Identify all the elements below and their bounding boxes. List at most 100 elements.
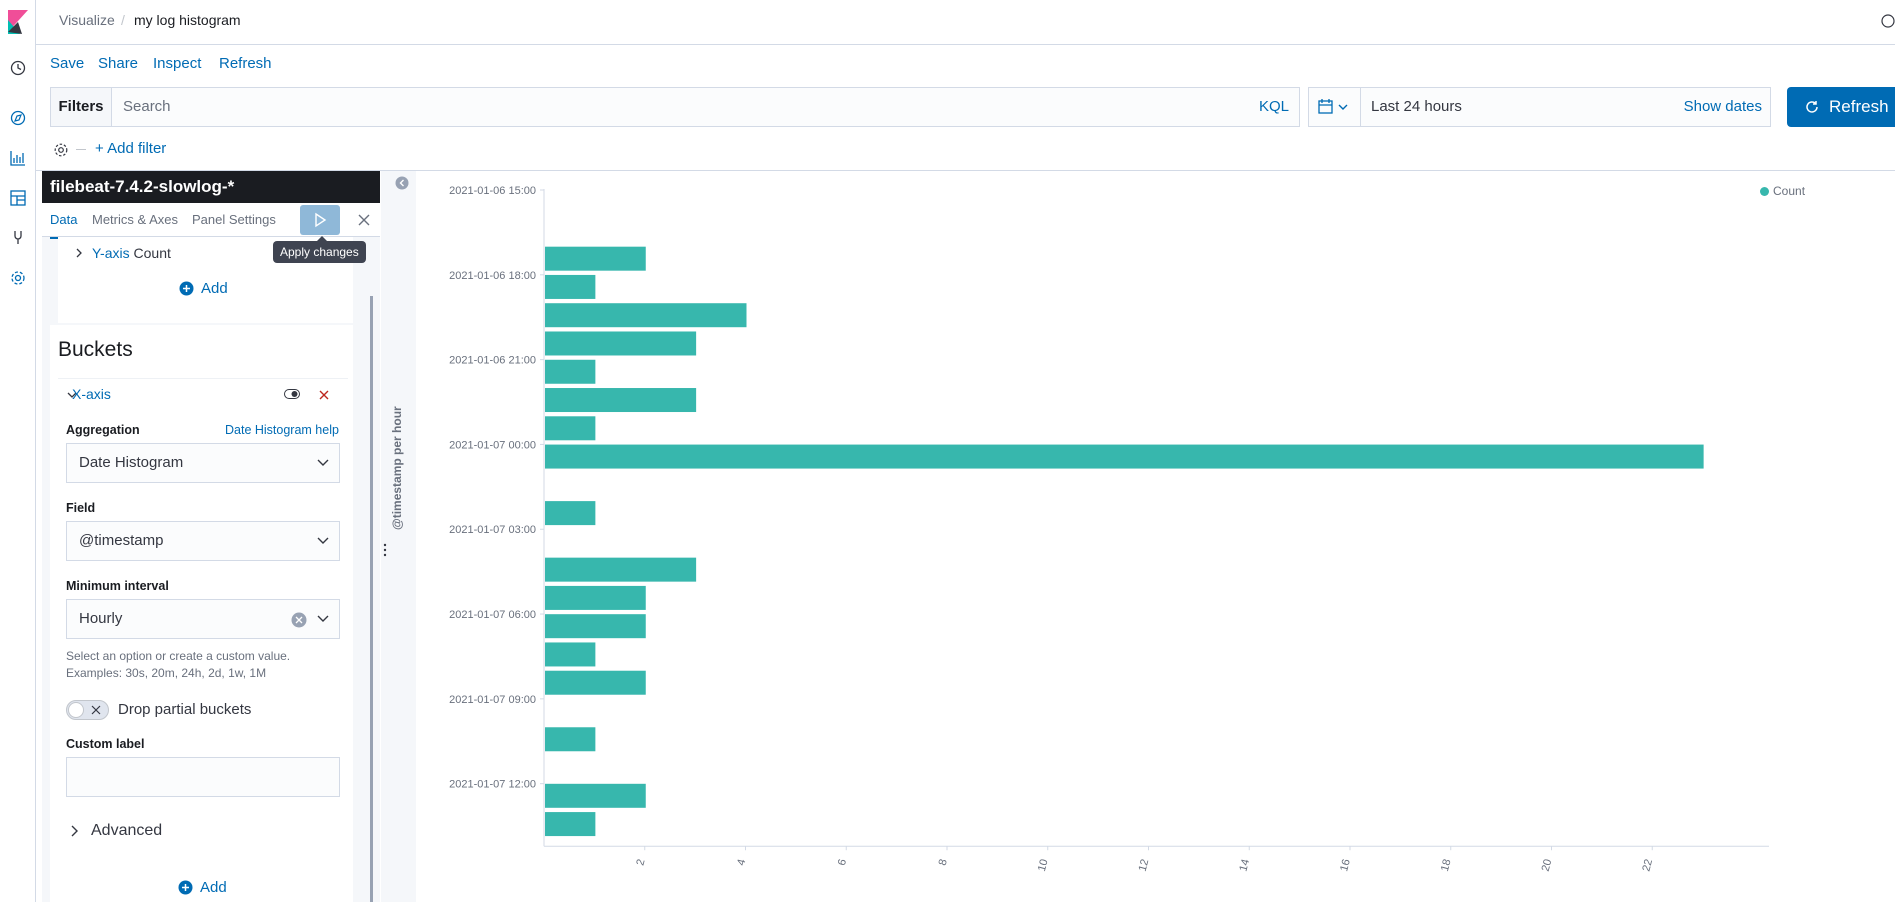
chevron-down-icon: [317, 459, 329, 466]
add-filter-link[interactable]: + Add filter: [95, 140, 167, 157]
show-dates-link[interactable]: Show dates: [1683, 98, 1762, 115]
refresh-icon: [1806, 101, 1818, 113]
breadcrumb-current: my log histogram: [134, 12, 241, 28]
refresh-button-label: Refresh: [1829, 97, 1889, 116]
x-axis-label[interactable]: X-axis: [72, 386, 111, 402]
discard-button[interactable]: [351, 207, 377, 233]
bar[interactable]: [545, 614, 646, 639]
apply-changes-button[interactable]: [300, 205, 340, 235]
aggregation-value: Date Histogram: [79, 454, 184, 471]
bar[interactable]: [545, 359, 596, 384]
aggregation-select[interactable]: Date Histogram: [66, 443, 340, 483]
query-bar: Filters Search KQL: [50, 87, 1300, 127]
discover-compass-icon[interactable]: [9, 109, 27, 127]
filter-settings-gear-icon[interactable]: [53, 142, 69, 158]
bar[interactable]: [545, 274, 596, 299]
visualize-icon[interactable]: [9, 149, 27, 167]
y-axis-agg: Count: [133, 245, 171, 261]
buckets-title: Buckets: [58, 338, 133, 361]
side-nav: [0, 0, 36, 902]
bar[interactable]: [545, 331, 697, 356]
x-tick-label: 12: [1137, 858, 1152, 873]
tab-data[interactable]: Data: [50, 203, 78, 239]
chevron-down-icon[interactable]: [67, 390, 77, 400]
calendar-icon: [1318, 99, 1348, 114]
date-histogram-help-link[interactable]: Date Histogram help: [225, 423, 339, 437]
field-select[interactable]: @timestamp: [66, 521, 340, 561]
bar[interactable]: [545, 501, 596, 526]
bar[interactable]: [545, 670, 646, 695]
x-tick-label: 16: [1338, 858, 1353, 873]
toggle-enabled-icon[interactable]: [284, 388, 300, 400]
drop-partial-switch[interactable]: [66, 700, 109, 720]
plus-circle-icon: [178, 880, 193, 895]
y-axis-toggle[interactable]: Y-axis Count: [74, 245, 171, 261]
bar[interactable]: [545, 246, 646, 271]
close-icon: [358, 214, 370, 226]
bar[interactable]: [545, 388, 697, 413]
add-bucket-button[interactable]: Add: [178, 879, 227, 896]
chevron-right-icon[interactable]: [70, 825, 80, 837]
aggregation-label: Aggregation: [66, 423, 140, 437]
remove-x-icon[interactable]: [318, 389, 330, 401]
bar[interactable]: [545, 585, 646, 610]
dashboard-icon[interactable]: [9, 189, 27, 207]
bar[interactable]: [545, 727, 596, 752]
y-tick-label: 2021-01-07 00:00: [449, 439, 536, 451]
bar[interactable]: [545, 557, 697, 582]
x-tick-label: 2: [634, 858, 647, 867]
breadcrumb-visualize[interactable]: Visualize: [59, 12, 115, 28]
x-tick-label: 4: [735, 858, 748, 867]
sidebar-scrollbar[interactable]: [370, 296, 373, 902]
recent-clock-icon[interactable]: [9, 59, 27, 77]
inspect-link[interactable]: Inspect: [153, 55, 202, 72]
add-metric-button[interactable]: Add: [179, 280, 228, 297]
custom-label-input[interactable]: [66, 757, 340, 797]
share-link[interactable]: Share: [98, 55, 139, 72]
x-tick-label: 18: [1439, 858, 1454, 873]
y-tick-label: 2021-01-07 03:00: [449, 524, 536, 536]
tab-metrics-axes[interactable]: Metrics & Axes: [92, 212, 178, 227]
chart-legend[interactable]: Count: [1760, 184, 1805, 198]
collapse-sidebar-icon[interactable]: [395, 176, 409, 190]
switch-knob: [68, 702, 84, 718]
bar[interactable]: [545, 783, 646, 808]
interval-label: Minimum interval: [66, 579, 169, 593]
add-label: Add: [200, 879, 227, 896]
refresh-button[interactable]: Refresh: [1787, 87, 1895, 127]
tab-panel-settings[interactable]: Panel Settings: [192, 212, 276, 227]
kql-toggle[interactable]: KQL: [1258, 98, 1289, 115]
legend-swatch: [1760, 187, 1769, 196]
field-value: @timestamp: [79, 532, 164, 549]
bar[interactable]: [545, 642, 596, 667]
x-tick-label: 10: [1036, 858, 1051, 873]
add-label: Add: [201, 280, 228, 297]
x-tick-label: 20: [1540, 858, 1555, 873]
management-gear-icon[interactable]: [9, 269, 27, 287]
quick-menu-button[interactable]: [1309, 88, 1361, 126]
clear-icon[interactable]: [291, 612, 307, 628]
filters-label[interactable]: Filters: [51, 88, 112, 126]
help-globe-icon[interactable]: [1881, 14, 1895, 28]
header-bar: Visualize / my log histogram: [36, 0, 1895, 45]
y-tick-label: 2021-01-06 21:00: [449, 355, 536, 367]
bar[interactable]: [545, 416, 596, 441]
x-tick-label: 6: [836, 858, 849, 867]
bar[interactable]: [545, 303, 747, 328]
time-range[interactable]: Last 24 hours: [1371, 98, 1462, 115]
resize-handle-icon[interactable]: [382, 540, 388, 560]
kibana-logo-icon[interactable]: [8, 10, 28, 34]
interval-value: Hourly: [79, 610, 123, 627]
bar[interactable]: [545, 444, 1704, 469]
refresh-link[interactable]: Refresh: [219, 55, 272, 72]
search-input[interactable]: Search: [123, 98, 171, 115]
bar[interactable]: [545, 812, 596, 837]
y-axis-title: @timestamp per hour: [390, 406, 404, 530]
dev-tools-wrench-icon[interactable]: [9, 228, 27, 246]
play-icon: [315, 212, 327, 228]
advanced-toggle[interactable]: Advanced: [91, 822, 163, 839]
y-tick-label: 2021-01-07 06:00: [449, 609, 536, 621]
interval-combobox[interactable]: Hourly: [66, 599, 340, 639]
save-link[interactable]: Save: [50, 55, 85, 72]
